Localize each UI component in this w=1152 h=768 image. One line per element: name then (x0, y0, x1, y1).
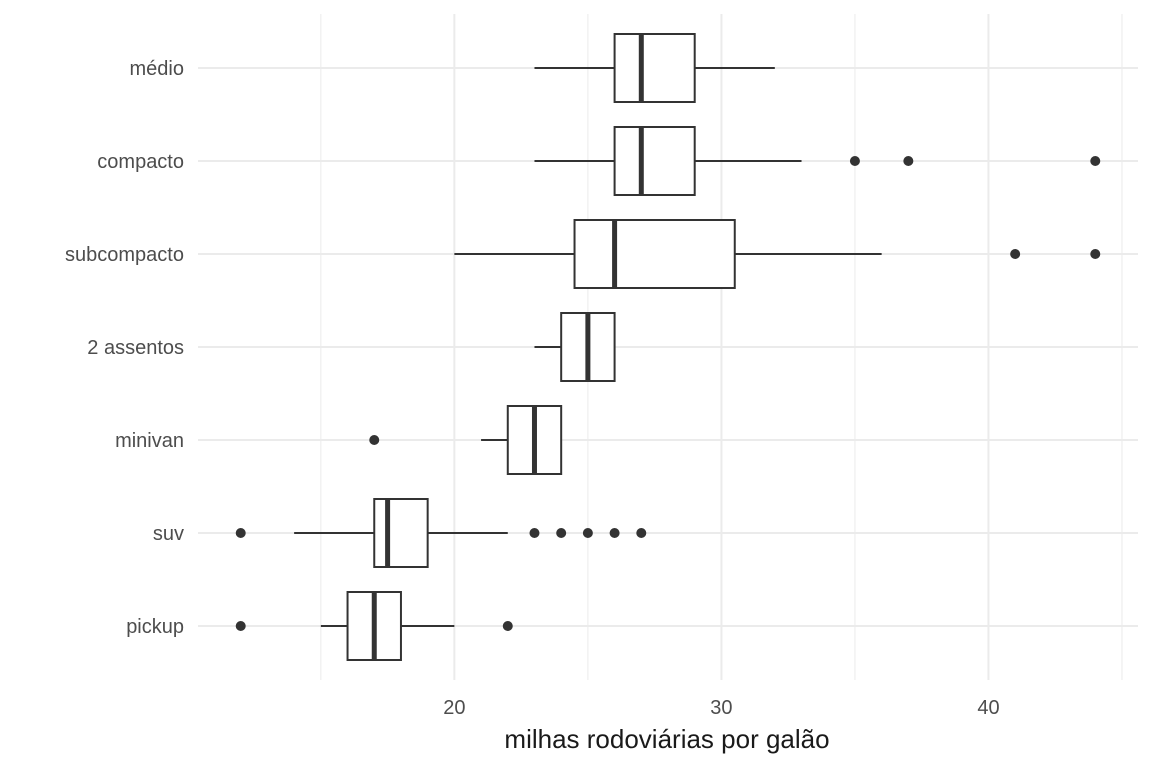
outlier-point (609, 528, 620, 538)
iqr-box (373, 498, 429, 568)
y-tick-label: subcompacto (65, 244, 184, 266)
iqr-box (613, 126, 696, 196)
outlier-point (502, 621, 513, 631)
box-subcompacto (454, 219, 1101, 289)
outlier-point (1090, 156, 1101, 166)
y-tick-label: 2 assentos (87, 337, 184, 359)
iqr-box (613, 33, 696, 103)
box-compacto (534, 126, 1101, 196)
box-layer (235, 33, 1101, 661)
outlier-point (636, 528, 647, 538)
outlier-point (849, 156, 860, 166)
grid-layer (198, 14, 1138, 680)
outlier-point (235, 621, 246, 631)
y-tick-label: pickup (126, 616, 184, 638)
box-médio (534, 33, 775, 103)
box-minivan (369, 405, 563, 475)
outlier-point (1090, 249, 1101, 259)
box-pickup (235, 591, 513, 661)
outlier-point (903, 156, 914, 166)
outlier-point (369, 435, 380, 445)
outlier-point (582, 528, 593, 538)
y-tick-label: médio (130, 58, 184, 80)
box-suv (235, 498, 647, 568)
x-tick-label: 30 (710, 697, 732, 719)
x-axis-title: milhas rodoviárias por galão (504, 724, 829, 754)
outlier-point (556, 528, 567, 538)
y-tick-label: suv (153, 523, 184, 545)
box-2-assentos (534, 312, 616, 382)
outlier-point (529, 528, 540, 538)
outlier-point (235, 528, 246, 538)
label-layer: pickup suv minivan 2 assentos subcompacto com… (65, 58, 1000, 719)
x-tick-label: 40 (977, 697, 999, 719)
iqr-box (573, 219, 736, 289)
y-tick-label: compacto (97, 151, 184, 173)
outlier-point (1010, 249, 1021, 259)
x-tick-label: 20 (443, 697, 465, 719)
y-tick-label: minivan (115, 430, 184, 452)
